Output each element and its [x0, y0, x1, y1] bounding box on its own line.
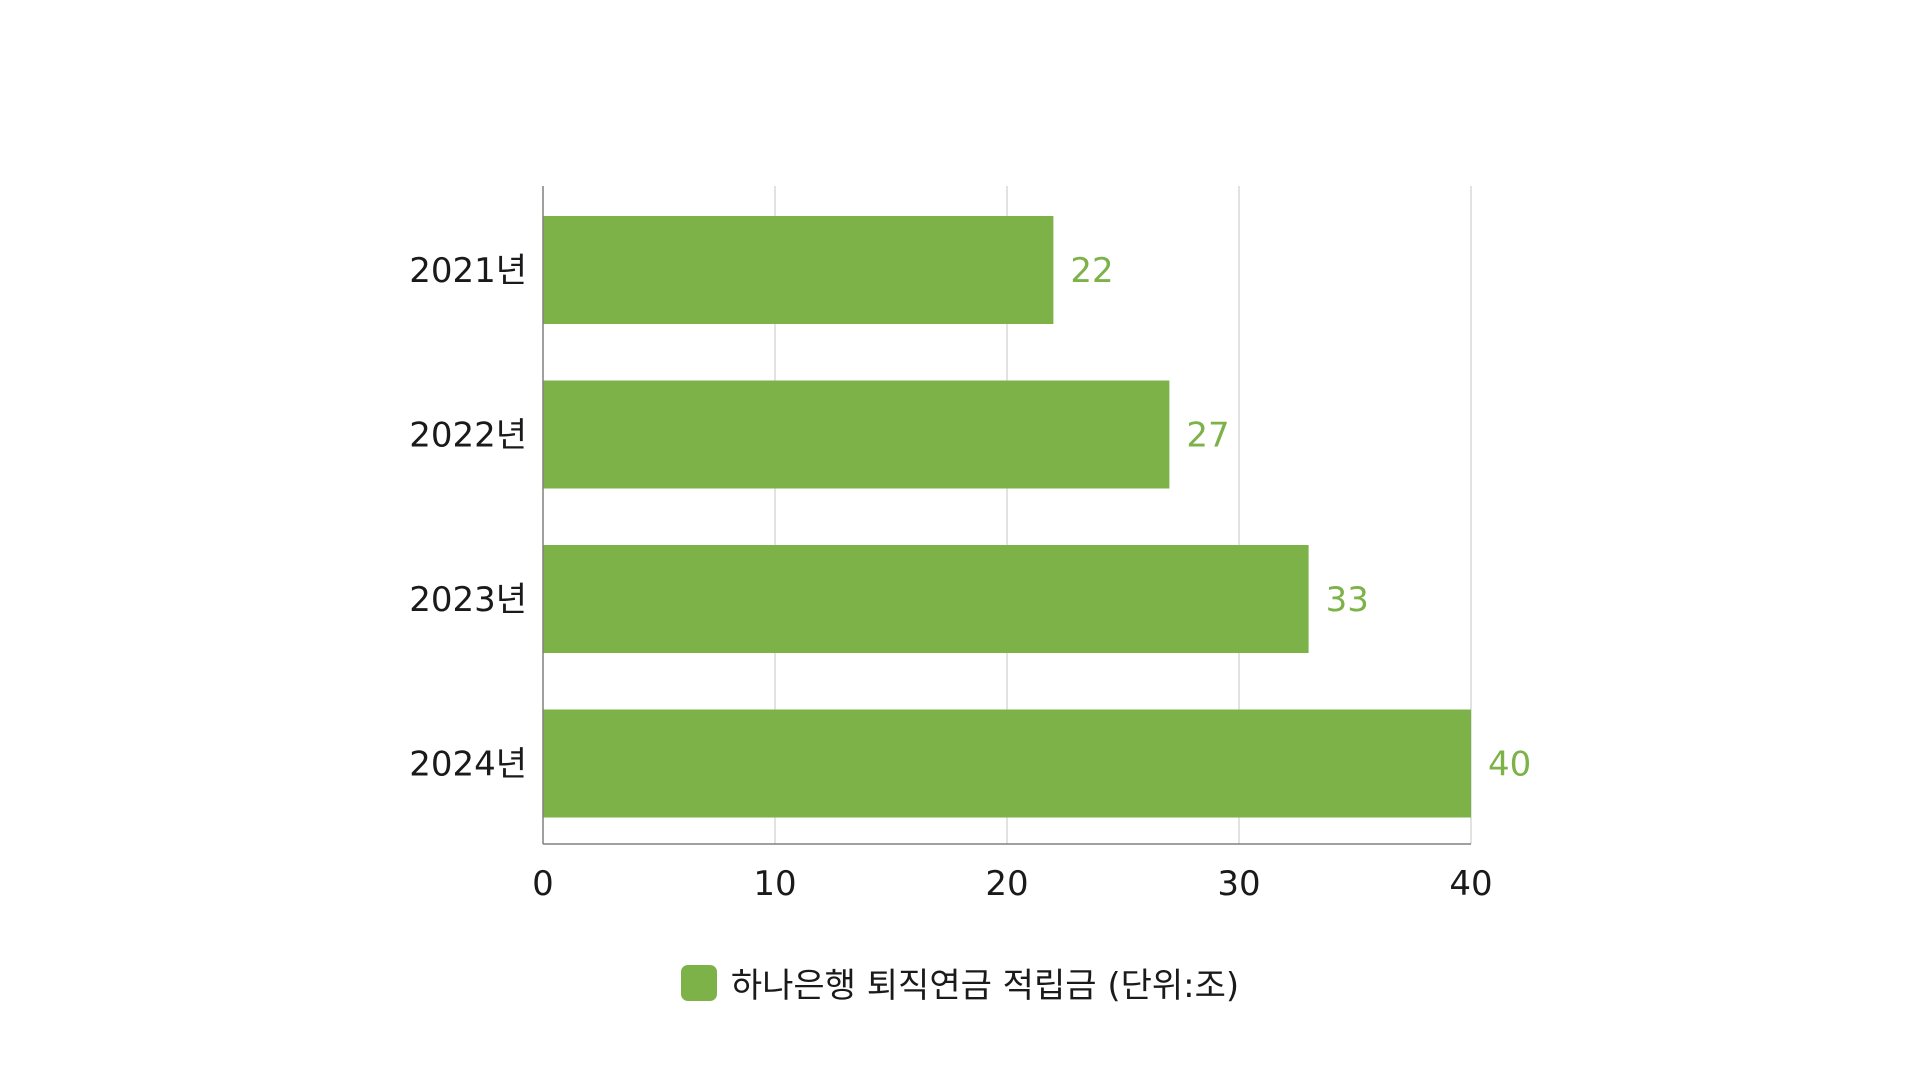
category-label-2: 2023년: [409, 580, 527, 620]
category-label-0: 2021년: [409, 251, 527, 291]
bar-0: [543, 216, 1054, 324]
legend-label: 하나은행 퇴직연금 적립금 (단위:조): [730, 966, 1240, 1006]
x-tick-label-0: 0: [532, 864, 554, 904]
category-label-1: 2022년: [409, 416, 527, 456]
bar-3: [543, 709, 1471, 818]
x-tick-label-20: 20: [985, 864, 1028, 904]
data-label-0: 22: [1070, 251, 1113, 291]
bar-1: [543, 380, 1170, 489]
data-label-1: 27: [1186, 416, 1229, 456]
x-tick-label-10: 10: [753, 864, 796, 904]
data-label-3: 40: [1488, 745, 1531, 785]
axes: [542, 186, 1471, 845]
bar-2: [543, 545, 1309, 653]
legend: 하나은행 퇴직연금 적립금 (단위:조): [0, 958, 1920, 1007]
x-tick-label-40: 40: [1449, 864, 1492, 904]
category-label-3: 2024년: [409, 745, 527, 785]
legend-swatch: [680, 964, 717, 1001]
x-tick-label-30: 30: [1217, 864, 1260, 904]
labels: 0 10 20 30 40 2021년 22 2022년 27 2023년 33 2024년 40: [409, 251, 1531, 904]
data-label-2: 33: [1326, 580, 1369, 620]
bars: [543, 216, 1471, 818]
